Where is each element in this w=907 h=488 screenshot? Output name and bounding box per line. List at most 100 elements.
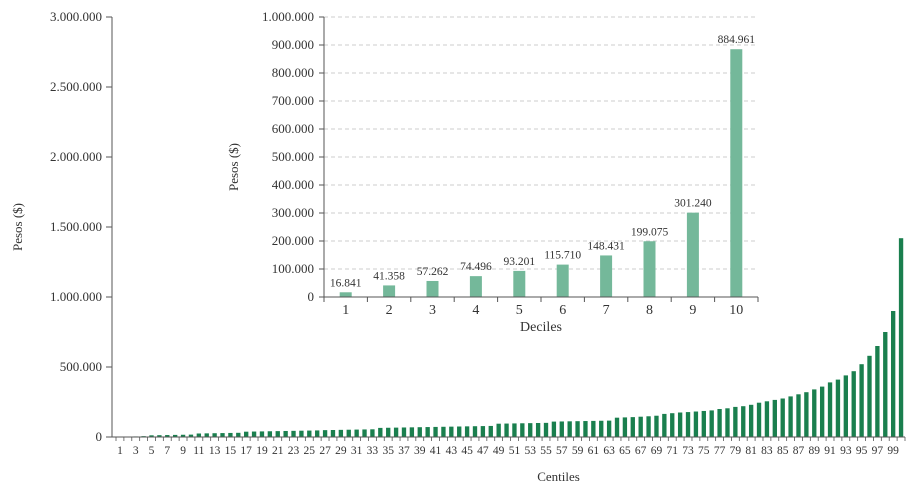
centile-bar-36 <box>394 428 398 437</box>
inset-y-tick-label: 200.000 <box>272 233 314 248</box>
centile-bar-79 <box>733 407 737 437</box>
main-y-tick-label: 2.000.000 <box>50 149 102 164</box>
centile-bar-71 <box>670 413 674 437</box>
centile-bar-40 <box>425 427 429 437</box>
decile-bar-6 <box>557 265 569 297</box>
main-x-tick-label: 67 <box>635 445 647 457</box>
centile-bar-20 <box>268 431 272 437</box>
main-x-tick-label: 5 <box>149 445 155 457</box>
centile-bar-62 <box>599 421 603 437</box>
centile-bar-75 <box>702 411 706 437</box>
centile-bar-33 <box>370 429 374 437</box>
decile-data-label: 148.431 <box>587 240 625 252</box>
main-x-tick-label: 57 <box>556 445 568 457</box>
centile-bar-56 <box>552 422 556 437</box>
main-x-tick-label: 49 <box>493 445 505 457</box>
main-x-tick-label: 69 <box>651 445 663 457</box>
main-x-tick-label: 71 <box>666 445 678 457</box>
main-x-tick-label: 99 <box>887 445 899 457</box>
centile-bar-25 <box>307 431 311 437</box>
centile-bar-32 <box>362 429 366 437</box>
centile-bar-14 <box>220 433 224 437</box>
centile-bar-51 <box>512 423 516 437</box>
inset-x-tick-label: 7 <box>603 303 610 318</box>
centile-bar-87 <box>796 394 800 437</box>
main-y-tick-label: 0 <box>96 429 103 444</box>
decile-data-label: 74.496 <box>460 261 492 273</box>
centile-bar-22 <box>283 431 287 437</box>
main-x-tick-label: 79 <box>730 445 742 457</box>
centile-bar-52 <box>520 423 524 437</box>
inset-y-tick-label: 500.000 <box>272 149 314 164</box>
centile-bar-65 <box>623 417 627 437</box>
centile-bar-93 <box>844 375 848 437</box>
main-x-tick-label: 89 <box>809 445 821 457</box>
inset-y-tick-label: 400.000 <box>272 177 314 192</box>
centile-bar-53 <box>528 423 532 437</box>
main-x-tick-label: 7 <box>164 445 170 457</box>
decile-data-label: 115.710 <box>544 250 581 262</box>
decile-bar-8 <box>644 241 656 297</box>
main-x-tick-label: 73 <box>682 445 694 457</box>
centile-bar-64 <box>615 418 619 437</box>
main-x-tick-label: 45 <box>461 445 473 457</box>
main-x-tick-label: 61 <box>588 445 600 457</box>
centile-bar-34 <box>378 428 382 437</box>
centile-bar-84 <box>773 400 777 437</box>
centile-bar-11 <box>197 434 201 438</box>
centile-bar-66 <box>631 417 635 437</box>
centile-bar-85 <box>781 399 785 438</box>
main-x-tick-label: 33 <box>367 445 379 457</box>
centile-bar-63 <box>607 421 611 437</box>
decile-data-label: 301.240 <box>674 198 712 210</box>
main-y-tick-label: 2.500.000 <box>50 79 102 94</box>
centile-bar-72 <box>678 413 682 438</box>
centile-bar-38 <box>410 427 414 437</box>
inset-y-tick-label: 600.000 <box>272 121 314 136</box>
main-x-tick-label: 47 <box>477 445 489 457</box>
main-x-tick-label: 65 <box>619 445 631 457</box>
centile-bar-29 <box>339 430 343 437</box>
centile-bar-43 <box>449 427 453 437</box>
inset-y-tick-label: 900.000 <box>272 37 314 52</box>
main-y-tick-label: 1.000.000 <box>50 289 102 304</box>
centile-bar-49 <box>496 424 500 437</box>
inset-x-tick-label: 2 <box>386 303 393 318</box>
centile-bar-48 <box>489 426 493 437</box>
inset-y-axis-label: Pesos ($) <box>226 143 241 191</box>
centile-bar-17 <box>244 432 248 437</box>
main-x-tick-label: 43 <box>446 445 458 457</box>
main-x-tick-label: 91 <box>824 445 836 457</box>
inset-y-tick-label: 300.000 <box>272 205 314 220</box>
centile-bar-91 <box>828 382 832 437</box>
inset-y-tick-label: 800.000 <box>272 65 314 80</box>
centile-bar-61 <box>591 421 595 437</box>
main-x-tick-label: 27 <box>319 445 331 457</box>
centile-bar-73 <box>686 412 690 437</box>
decile-bar-10 <box>730 49 742 297</box>
centile-bar-58 <box>568 421 572 437</box>
inset-x-tick-label: 3 <box>429 303 436 318</box>
main-x-tick-label: 97 <box>872 445 884 457</box>
decile-data-label: 16.841 <box>330 277 362 289</box>
main-x-tick-label: 35 <box>382 445 394 457</box>
centile-bar-41 <box>433 427 437 437</box>
centile-bar-74 <box>694 412 698 437</box>
centile-bar-31 <box>354 430 358 437</box>
centile-bar-45 <box>465 426 469 437</box>
centile-bar-95 <box>859 364 863 437</box>
centile-bar-18 <box>252 432 256 437</box>
centile-bar-81 <box>749 405 753 437</box>
centile-bar-44 <box>457 427 461 438</box>
centile-bar-78 <box>725 408 729 437</box>
inset-x-tick-label: 6 <box>559 303 566 318</box>
centile-bar-60 <box>583 421 587 437</box>
decile-data-label: 199.075 <box>631 226 669 238</box>
main-x-tick-label: 1 <box>117 445 123 457</box>
centile-bar-55 <box>544 423 548 437</box>
decile-data-label: 41.358 <box>373 270 405 282</box>
main-x-tick-label: 39 <box>414 445 426 457</box>
centile-bar-59 <box>575 421 579 437</box>
